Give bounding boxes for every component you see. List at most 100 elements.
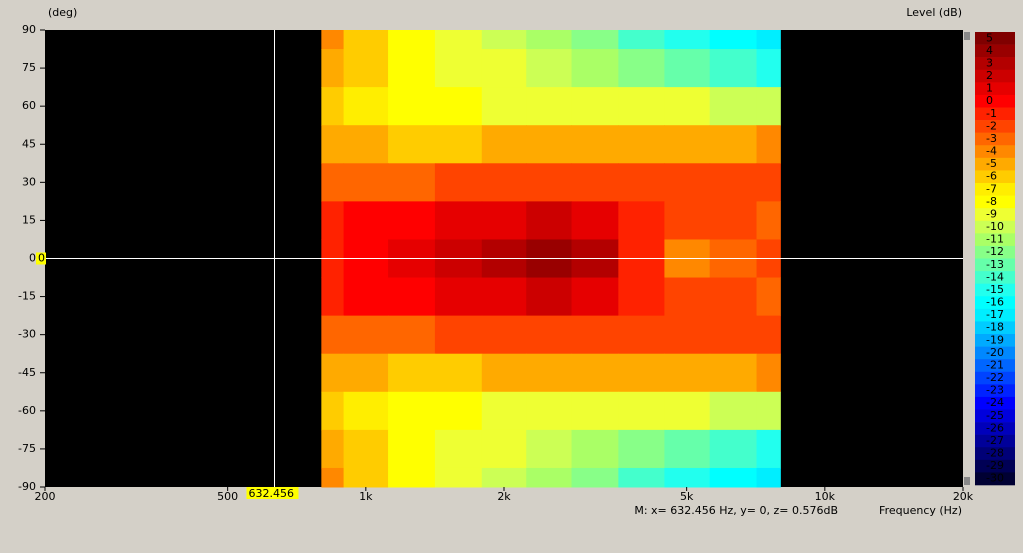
colorbar-label: -8 [986,195,997,208]
heat-cell [709,49,758,88]
scroll-down[interactable] [964,477,970,485]
heat-cell [321,163,345,202]
colorbar-label: -29 [986,459,1004,472]
y-tick-label: -75 [18,442,36,455]
heat-cell [343,201,389,240]
heat-cell [618,201,665,240]
colorbar-swatch [975,120,1015,133]
scrollbar-right[interactable] [1016,30,1023,487]
heat-cell [343,315,389,355]
colorbar-swatch [975,132,1015,146]
scrollbar[interactable] [963,30,971,487]
heat-cell [434,49,483,88]
heat-cell [756,87,781,126]
colorbar-label: -4 [986,145,997,158]
heat-cell [709,315,758,355]
colorbar-swatch [975,107,1015,121]
heat-cell [434,429,483,469]
heat-cell [571,277,619,317]
y-tick-label: 15 [22,213,36,226]
heat-cell [321,201,345,240]
heat-cell [756,125,781,164]
heat-cell [343,277,389,317]
heat-cell [343,353,389,393]
colorbar-label: 1 [986,82,993,95]
heat-cell [526,49,573,88]
heat-cell [321,277,345,317]
heat-cell [709,125,758,164]
colorbar-swatch [975,69,1015,83]
colorbar-swatch [975,346,1015,360]
heat-cell [481,429,527,469]
heat-cell [526,353,573,393]
scroll-up[interactable] [964,32,970,40]
heat-cell [526,391,573,431]
heat-cell [664,201,711,240]
heat-cell [664,429,711,469]
heat-cell [618,353,665,393]
heat-cell [618,315,665,355]
cursor-y-label: 0 [38,252,45,265]
heat-cell [434,30,483,50]
y-tick-label: -15 [18,290,36,303]
heat-cell [571,315,619,355]
heat-cell [388,87,436,126]
colorbar-swatch [975,396,1015,410]
y-tick-label: -30 [18,328,36,341]
heat-cell [388,467,436,488]
colorbar-swatch [975,321,1015,335]
colorbar-swatch [975,195,1015,209]
colorbar-label: -5 [986,157,997,170]
colorbar-label: -21 [986,358,1004,371]
heat-cell [571,391,619,431]
heat-cell [321,49,345,88]
colorbar-label: -12 [986,245,1004,258]
colorbar-swatch [975,447,1015,461]
colorbar-swatch [975,409,1015,423]
heat-cell [481,353,527,393]
heat-cell [618,30,665,50]
colorbar-swatch [975,308,1015,322]
heat-cell [388,315,436,355]
heat-cell [481,315,527,355]
heat-cell [571,353,619,393]
colorbar-swatch [975,183,1015,196]
colorbar-label: 5 [986,31,993,44]
x-tick-label: 10k [815,490,836,503]
heat-cell [481,201,527,240]
colorbar-swatch [975,233,1015,247]
heat-cell [343,87,389,126]
colorbar-swatch [975,271,1015,284]
heat-cell [321,467,345,488]
heat-cell [571,30,619,50]
colorbar-label: -24 [986,396,1004,409]
heat-cell [756,30,781,50]
heat-cell [709,429,758,469]
heat-cell [664,125,711,164]
y-tick-label: 60 [22,99,36,112]
heat-cell [664,30,711,50]
heat-cell [343,49,389,88]
colorbar-swatch [975,94,1015,108]
cursor-x-label: 632.456 [249,487,295,500]
heat-cell [321,315,345,355]
colorbar-label: 0 [986,94,993,107]
colorbar-swatch [975,434,1015,448]
heat-cell [526,125,573,164]
colorbar-label: -15 [986,283,1004,296]
cursor-y-box [36,252,46,265]
y-tick-label: -90 [18,480,36,493]
x-tick-label: 1k [359,490,373,503]
heat-cell [321,353,345,393]
colorbar-swatch [975,334,1015,347]
heat-cell [664,315,711,355]
heat-cell [388,49,436,88]
heat-cell [321,125,345,164]
heat-cell [618,163,665,202]
heat-cell [571,467,619,488]
heat-cell [664,49,711,88]
colorbar-label: -13 [986,258,1004,271]
heat-cell [388,201,436,240]
heat-cell [526,467,573,488]
